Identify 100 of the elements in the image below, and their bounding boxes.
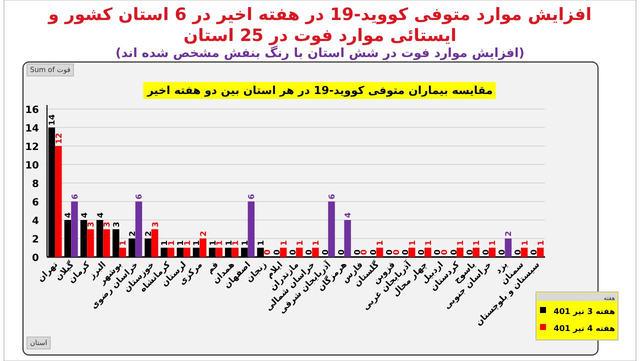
data-label: 0 — [263, 249, 272, 255]
data-label: 4 — [96, 212, 105, 218]
data-label: 6 — [328, 194, 337, 200]
y-tick-label: 8 — [32, 179, 40, 190]
bar — [71, 202, 78, 257]
data-label: 4 — [64, 212, 73, 218]
data-label: 3 — [112, 222, 121, 228]
data-label: 1 — [224, 240, 234, 246]
data-label: 1 — [424, 240, 433, 246]
data-label: 0 — [304, 249, 314, 255]
data-label: 0 — [440, 249, 449, 255]
data-label: 0 — [368, 249, 378, 255]
chart-subtitle: (افزایش موارد فوت در شش استان با رنگ بنفش مشخص شده اند) — [115, 45, 525, 61]
data-label: 1 — [176, 240, 186, 246]
data-label: 0 — [360, 249, 369, 255]
bar — [408, 248, 416, 257]
data-label: 1 — [192, 240, 202, 246]
data-label: 0 — [392, 249, 401, 255]
y-tick-label: 6 — [32, 198, 40, 208]
data-label: 2 — [504, 230, 514, 236]
bar — [119, 248, 126, 257]
bar — [103, 229, 110, 257]
bar — [296, 248, 303, 257]
bar — [167, 248, 174, 257]
legend-label: هفته 4 تیر 401 — [554, 324, 616, 333]
bar — [456, 248, 464, 257]
bar — [55, 146, 62, 257]
bar — [472, 248, 480, 257]
y-tick-label: 14 — [25, 124, 40, 134]
data-label: 1 — [295, 240, 304, 246]
data-label: 1 — [182, 240, 192, 246]
data-label: 0 — [288, 249, 298, 255]
y-tick-label: 10 — [25, 160, 40, 172]
data-label: 1 — [160, 240, 170, 246]
data-label: 1 — [231, 240, 240, 246]
data-label: 6 — [134, 194, 144, 200]
data-label: 0 — [465, 249, 474, 255]
data-label: 1 — [118, 240, 128, 246]
bar — [488, 248, 496, 257]
data-label: 0 — [336, 249, 346, 255]
y-tick-label: 4 — [32, 216, 40, 227]
bar — [504, 238, 512, 257]
data-label: 1 — [376, 240, 385, 246]
data-label: 2 — [198, 230, 208, 236]
bar — [216, 248, 222, 257]
y-tick-label: 0 — [32, 253, 40, 264]
legend-label: هفته 3 تیر 401 — [554, 307, 616, 316]
data-label: 1 — [472, 240, 482, 246]
bar — [520, 248, 528, 257]
bar — [536, 248, 544, 257]
data-label: 0 — [514, 249, 523, 255]
bar — [232, 248, 238, 257]
bar — [151, 229, 158, 257]
data-label: 0 — [272, 249, 282, 255]
data-label: 1 — [520, 240, 530, 246]
data-label: 2 — [144, 230, 154, 236]
legend-item: هفته 3 تیر 401 — [540, 307, 615, 316]
data-label: 1 — [240, 240, 250, 246]
data-label: 0 — [449, 249, 458, 255]
bar — [344, 220, 351, 257]
data-label: 1 — [208, 240, 218, 246]
data-label: 1 — [408, 240, 417, 246]
data-label: 4 — [344, 212, 353, 218]
bar — [280, 248, 287, 257]
data-label: 0 — [320, 249, 330, 255]
y-tick-label: 16 — [25, 105, 40, 116]
bar — [312, 248, 319, 257]
data-label: 1 — [279, 240, 288, 246]
data-label: 1 — [536, 240, 546, 246]
data-label: 2 — [128, 230, 137, 236]
data-label: 12 — [54, 132, 64, 144]
bar — [424, 248, 432, 257]
data-label: 4 — [80, 212, 89, 218]
bar — [328, 202, 335, 257]
y-tick-label: 2 — [32, 234, 40, 246]
data-label: 0 — [433, 249, 442, 255]
text: مقایسه بیماران متوفی کووید-19 در هر استان بین دو هفته اخیر — [146, 84, 493, 97]
data-label: 6 — [247, 194, 256, 200]
bar — [135, 202, 142, 257]
bar — [184, 248, 190, 257]
data-label: 1 — [215, 240, 224, 246]
data-label: 0 — [497, 249, 506, 255]
bar — [87, 229, 94, 257]
data-label: 0 — [417, 249, 426, 255]
data-label: 1 — [456, 240, 466, 246]
legend-item: هفته 4 تیر 401 — [540, 324, 615, 333]
data-label: 6 — [70, 194, 80, 200]
data-label: 0 — [530, 249, 539, 255]
data-label: 3 — [86, 222, 96, 228]
data-label: 0 — [385, 249, 394, 255]
data-label: 14 — [48, 114, 57, 126]
data-label: 3 — [102, 222, 112, 228]
data-label: 1 — [488, 240, 498, 246]
data-label: 0 — [481, 249, 490, 255]
data-label: 1 — [166, 240, 176, 246]
data-label: 3 — [150, 222, 160, 228]
y-tick-label: 12 — [25, 142, 40, 153]
data-label: 1 — [256, 240, 266, 246]
data-label: 1 — [311, 240, 320, 246]
chart-title: افزایش موارد متوفی کووید-19 در هفته اخیر در 6 استان کشور و ایستائی موارد فوت در 25 استان — [47, 5, 592, 46]
